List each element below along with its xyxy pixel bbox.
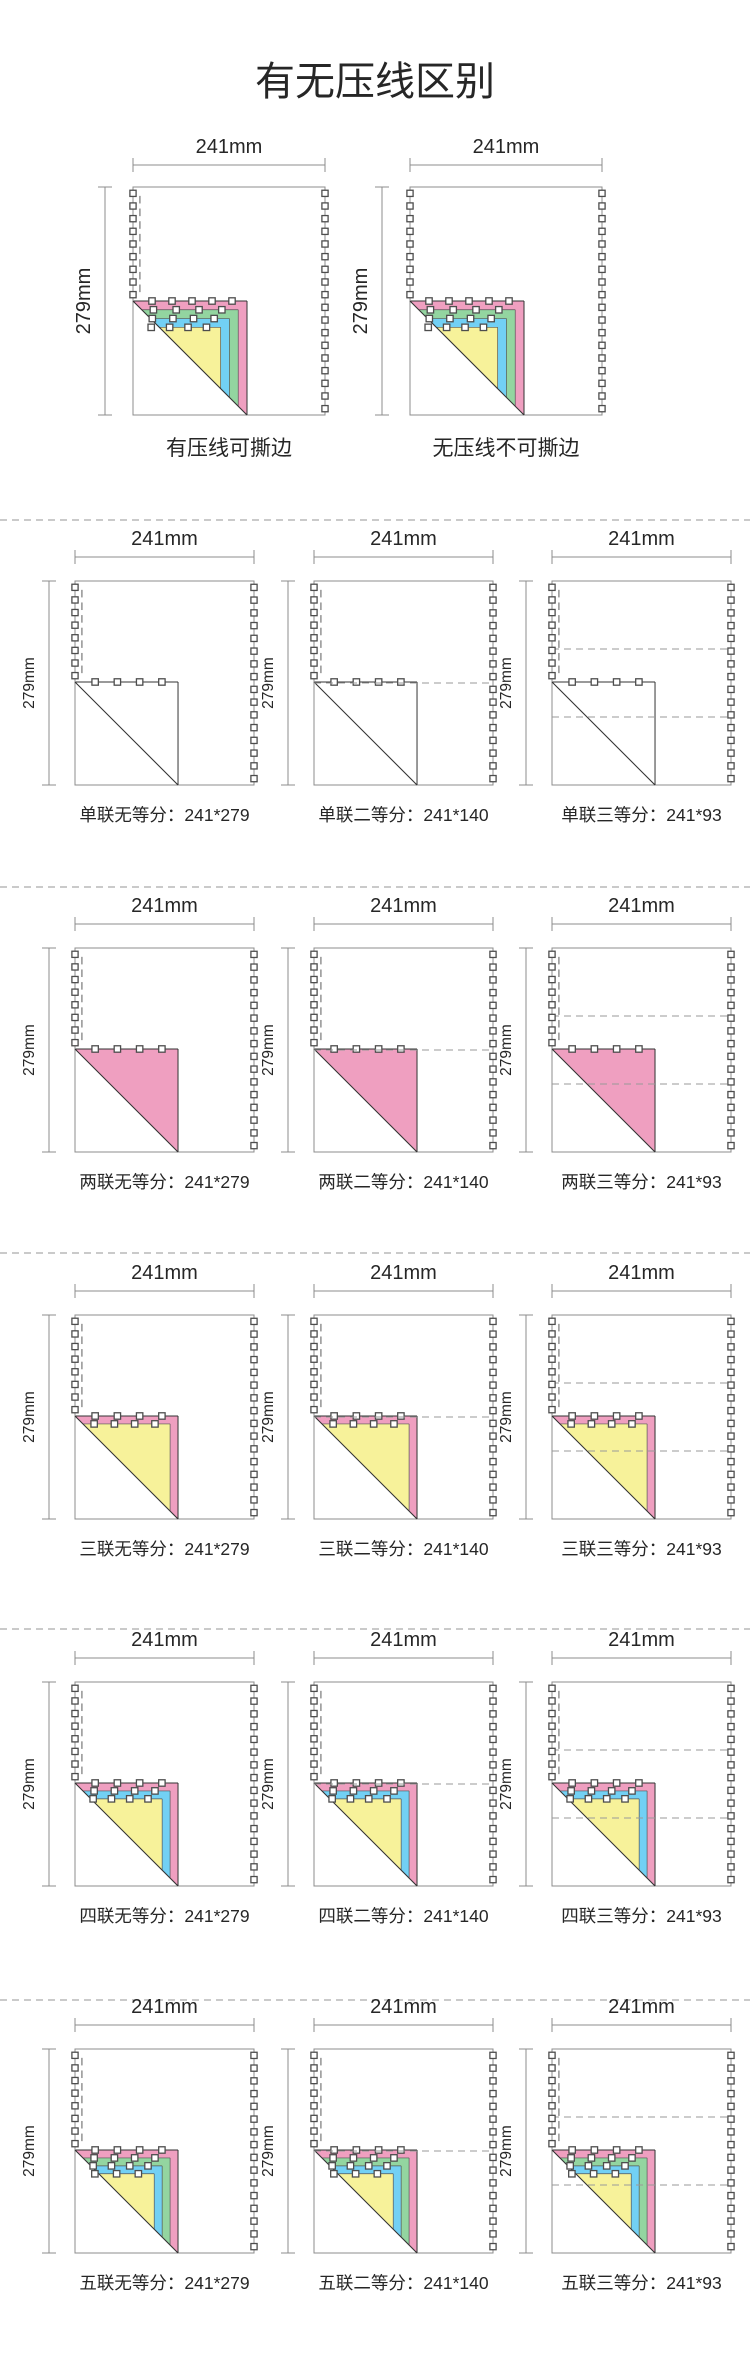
svg-text:279mm: 279mm (260, 1758, 277, 1810)
svg-text:无压线不可撕边: 无压线不可撕边 (433, 437, 580, 460)
svg-text:279mm: 279mm (260, 1391, 277, 1443)
svg-text:279mm: 279mm (260, 2125, 277, 2177)
svg-text:单联二等分：241*140: 单联二等分：241*140 (318, 805, 488, 825)
svg-text:241mm: 241mm (608, 1996, 675, 2018)
svg-text:279mm: 279mm (21, 2125, 38, 2177)
svg-text:241mm: 241mm (131, 1996, 198, 2018)
svg-text:279mm: 279mm (21, 1024, 38, 1076)
svg-text:241mm: 241mm (131, 528, 198, 550)
svg-text:241mm: 241mm (473, 136, 540, 158)
svg-text:279mm: 279mm (350, 268, 372, 335)
svg-text:五联三等分：241*93: 五联三等分：241*93 (561, 2273, 721, 2293)
svg-text:两联三等分：241*93: 两联三等分：241*93 (561, 1172, 721, 1192)
svg-text:两联二等分：241*140: 两联二等分：241*140 (318, 1172, 488, 1192)
svg-text:有压线可撕边: 有压线可撕边 (166, 437, 292, 460)
svg-text:241mm: 241mm (608, 1629, 675, 1651)
svg-text:三联二等分：241*140: 三联二等分：241*140 (318, 1539, 488, 1559)
svg-text:两联无等分：241*279: 两联无等分：241*279 (79, 1172, 249, 1192)
svg-text:三联无等分：241*279: 三联无等分：241*279 (79, 1539, 249, 1559)
svg-text:241mm: 241mm (131, 895, 198, 917)
svg-text:241mm: 241mm (370, 1629, 437, 1651)
svg-text:279mm: 279mm (260, 657, 277, 709)
svg-text:279mm: 279mm (498, 1024, 515, 1076)
svg-text:279mm: 279mm (498, 657, 515, 709)
svg-text:241mm: 241mm (131, 1262, 198, 1284)
svg-text:241mm: 241mm (370, 1262, 437, 1284)
svg-text:279mm: 279mm (498, 1758, 515, 1810)
svg-text:279mm: 279mm (498, 2125, 515, 2177)
svg-text:241mm: 241mm (608, 528, 675, 550)
svg-text:单联无等分：241*279: 单联无等分：241*279 (79, 805, 249, 825)
svg-text:三联三等分：241*93: 三联三等分：241*93 (561, 1539, 721, 1559)
svg-text:279mm: 279mm (21, 1391, 38, 1443)
svg-text:279mm: 279mm (21, 1758, 38, 1810)
svg-text:有无压线区别: 有无压线区别 (255, 60, 495, 104)
svg-text:241mm: 241mm (196, 136, 263, 158)
svg-text:279mm: 279mm (73, 268, 95, 335)
svg-text:241mm: 241mm (131, 1629, 198, 1651)
svg-text:241mm: 241mm (608, 895, 675, 917)
svg-text:279mm: 279mm (498, 1391, 515, 1443)
svg-text:279mm: 279mm (21, 657, 38, 709)
svg-text:四联无等分：241*279: 四联无等分：241*279 (79, 1906, 249, 1926)
svg-text:四联三等分：241*93: 四联三等分：241*93 (561, 1906, 721, 1926)
svg-text:241mm: 241mm (370, 895, 437, 917)
svg-text:五联二等分：241*140: 五联二等分：241*140 (318, 2273, 488, 2293)
svg-text:279mm: 279mm (260, 1024, 277, 1076)
svg-text:单联三等分：241*93: 单联三等分：241*93 (561, 805, 721, 825)
svg-text:四联二等分：241*140: 四联二等分：241*140 (318, 1906, 488, 1926)
svg-text:241mm: 241mm (370, 528, 437, 550)
svg-text:241mm: 241mm (370, 1996, 437, 2018)
svg-text:五联无等分：241*279: 五联无等分：241*279 (79, 2273, 249, 2293)
svg-text:241mm: 241mm (608, 1262, 675, 1284)
